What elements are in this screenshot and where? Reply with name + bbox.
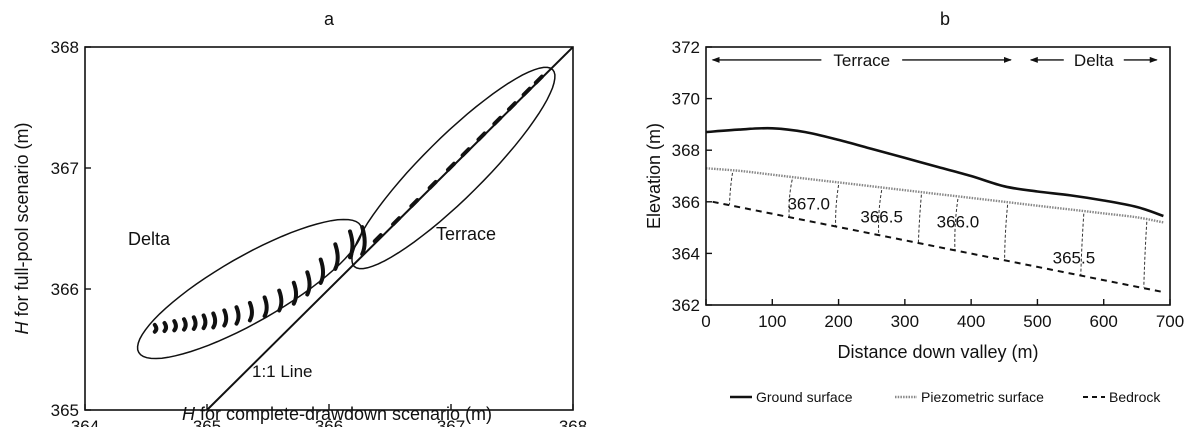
contour-label: 365.5 bbox=[1053, 249, 1096, 268]
terrace-point bbox=[411, 200, 417, 206]
delta-point-cluster bbox=[224, 310, 226, 325]
y-tick-label-b: 370 bbox=[672, 90, 700, 109]
panel-label-a: a bbox=[324, 9, 335, 29]
terrace-point bbox=[494, 118, 500, 124]
legend-ground-surface-label: Ground surface bbox=[756, 389, 853, 405]
contour-label: 366.0 bbox=[937, 213, 980, 232]
x-axis-label-a: H for complete-drawdown scenario (m) bbox=[182, 404, 492, 424]
x-tick-label-b: 400 bbox=[957, 312, 985, 331]
one-to-one-line bbox=[207, 47, 573, 410]
equipotential-line bbox=[730, 173, 733, 205]
y-tick-label-b: 364 bbox=[672, 244, 700, 263]
ground-surface-line bbox=[706, 128, 1163, 216]
delta-point-cluster bbox=[213, 314, 215, 328]
x-tick-label-b: 300 bbox=[891, 312, 919, 331]
one-to-one-line-label: 1:1 Line bbox=[252, 362, 313, 381]
y-tick-label-a: 365 bbox=[51, 401, 79, 420]
x-axis-label-italic-a: H bbox=[182, 404, 196, 424]
equipotential-line bbox=[836, 185, 839, 226]
x-tick-label-b: 700 bbox=[1156, 312, 1184, 331]
delta-point-cluster bbox=[165, 323, 167, 331]
x-tick-label-b: 200 bbox=[824, 312, 852, 331]
delta-point-cluster bbox=[307, 272, 309, 294]
x-tick-label-b: 500 bbox=[1023, 312, 1051, 331]
delta-point-cluster bbox=[194, 317, 196, 329]
plot-frame-b bbox=[706, 47, 1170, 305]
x-axis-label-rest-a: for complete-drawdown scenario (m) bbox=[195, 404, 492, 424]
delta-point-cluster bbox=[155, 325, 157, 332]
terrace-point bbox=[430, 182, 436, 188]
region-label-terrace-a: Terrace bbox=[436, 224, 496, 244]
delta-point-cluster bbox=[335, 244, 337, 269]
delta-point-cluster bbox=[265, 297, 267, 316]
x-tick-label-a: 368 bbox=[559, 417, 587, 427]
delta-point-cluster bbox=[362, 227, 365, 254]
y-axis-label-a: H for full-pool scenario (m) bbox=[12, 122, 32, 334]
x-axis-label-b: Distance down valley (m) bbox=[837, 342, 1038, 362]
region-label-delta-b: Delta bbox=[1074, 51, 1114, 70]
delta-point-cluster bbox=[237, 307, 239, 323]
delta-point-cluster bbox=[174, 321, 176, 330]
delta-point-cluster bbox=[350, 231, 352, 257]
contour-label: 367.0 bbox=[787, 195, 830, 214]
delta-point-cluster bbox=[279, 291, 281, 311]
delta-point-cluster bbox=[250, 303, 252, 321]
terrace-point bbox=[479, 134, 485, 140]
x-tick-label-b: 100 bbox=[758, 312, 786, 331]
equipotential-line bbox=[1144, 222, 1147, 288]
terrace-point bbox=[536, 77, 542, 83]
terrace-point bbox=[463, 149, 469, 155]
legend-piezometric-surface-label: Piezometric surface bbox=[921, 389, 1044, 405]
chart-panel-b: b 367.0 366.5 366.0 365.5 Terrace Delta 0 100 200… bbox=[644, 9, 1184, 405]
terrace-point bbox=[448, 164, 454, 170]
y-axis-label-italic-a: H bbox=[12, 321, 32, 335]
y-tick-label-a: 368 bbox=[51, 38, 79, 57]
panel-label-b: b bbox=[940, 9, 950, 29]
y-tick-label-b: 368 bbox=[672, 141, 700, 160]
y-tick-label-b: 366 bbox=[672, 193, 700, 212]
y-tick-label-b: 362 bbox=[672, 296, 700, 315]
y-axis-label-b: Elevation (m) bbox=[644, 123, 664, 229]
y-axis-label-rest-a: for full-pool scenario (m) bbox=[12, 122, 32, 321]
delta-point-cluster bbox=[294, 283, 296, 304]
equipotential-line bbox=[918, 195, 921, 243]
terrace-point bbox=[393, 218, 399, 224]
x-tick-label-b: 0 bbox=[701, 312, 710, 331]
delta-point-cluster bbox=[184, 319, 186, 329]
piezometric-surface-line bbox=[706, 168, 1163, 222]
y-tick-label-a: 366 bbox=[51, 280, 79, 299]
delta-point-cluster bbox=[321, 260, 323, 283]
legend-bedrock-label: Bedrock bbox=[1109, 389, 1161, 405]
x-tick-label-b: 600 bbox=[1090, 312, 1118, 331]
terrace-point bbox=[524, 89, 530, 95]
equipotential-line bbox=[1005, 205, 1008, 260]
y-tick-label-a: 367 bbox=[51, 159, 79, 178]
region-label-terrace-b: Terrace bbox=[833, 51, 890, 70]
region-label-delta-a: Delta bbox=[128, 229, 171, 249]
terrace-point bbox=[509, 103, 515, 109]
terrace-point bbox=[375, 235, 381, 241]
delta-point-cluster bbox=[204, 315, 206, 328]
y-tick-label-b: 372 bbox=[672, 38, 700, 57]
contour-label: 366.5 bbox=[860, 207, 903, 226]
